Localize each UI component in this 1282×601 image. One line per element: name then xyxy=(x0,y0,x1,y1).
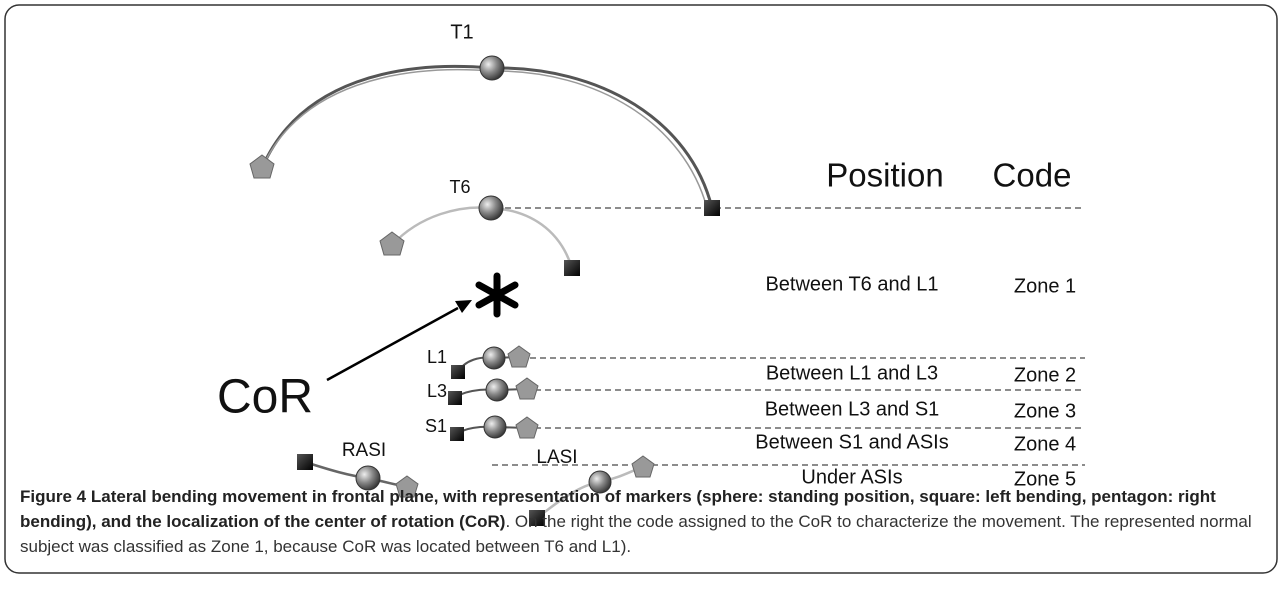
spheres xyxy=(355,55,612,494)
zone-code: Zone 1 xyxy=(1014,275,1076,297)
table: Between T6 and L1 Zone 1 Between L1 and L3… xyxy=(755,273,1076,490)
marker-label: RASI xyxy=(342,440,386,461)
caption-label: Figure 4 xyxy=(20,487,87,506)
frame xyxy=(4,4,1278,574)
cor-asterisk xyxy=(475,272,519,318)
zone-code: Zone 3 xyxy=(1014,400,1076,422)
zone-position: Between S1 and ASIs xyxy=(755,431,948,453)
zone-position: Between L3 and S1 xyxy=(765,398,940,420)
caption: Figure 4 Lateral bending movement in fro… xyxy=(20,484,1265,559)
zone-position: Between T6 and L1 xyxy=(765,273,938,295)
zone-code: Zone 2 xyxy=(1014,364,1076,386)
marker-label: T6 xyxy=(449,177,470,197)
caption-title: Lateral bending movement in frontal plan… xyxy=(20,487,1216,531)
cor-label: CoR xyxy=(217,371,313,424)
marker-label: L1 xyxy=(427,347,447,367)
marker-label: L3 xyxy=(427,381,447,401)
zone-code: Zone 5 xyxy=(1014,468,1076,490)
zone-lines xyxy=(492,207,1085,466)
zone-position: Under ASIs xyxy=(801,466,902,488)
cor-arrow xyxy=(326,300,472,382)
marker-label: S1 xyxy=(425,416,447,436)
marker-label: T1 xyxy=(450,21,473,43)
pentagons xyxy=(249,154,655,498)
squares xyxy=(297,200,720,526)
zone-position: Between L1 and L3 xyxy=(766,362,938,384)
table-header: Position xyxy=(826,157,943,194)
marker-label: LASI xyxy=(536,447,577,468)
caption-text: . On the right the code assigned to the … xyxy=(20,512,1252,556)
zone-code: Zone 4 xyxy=(1014,433,1076,455)
table-header: Code xyxy=(993,157,1072,194)
